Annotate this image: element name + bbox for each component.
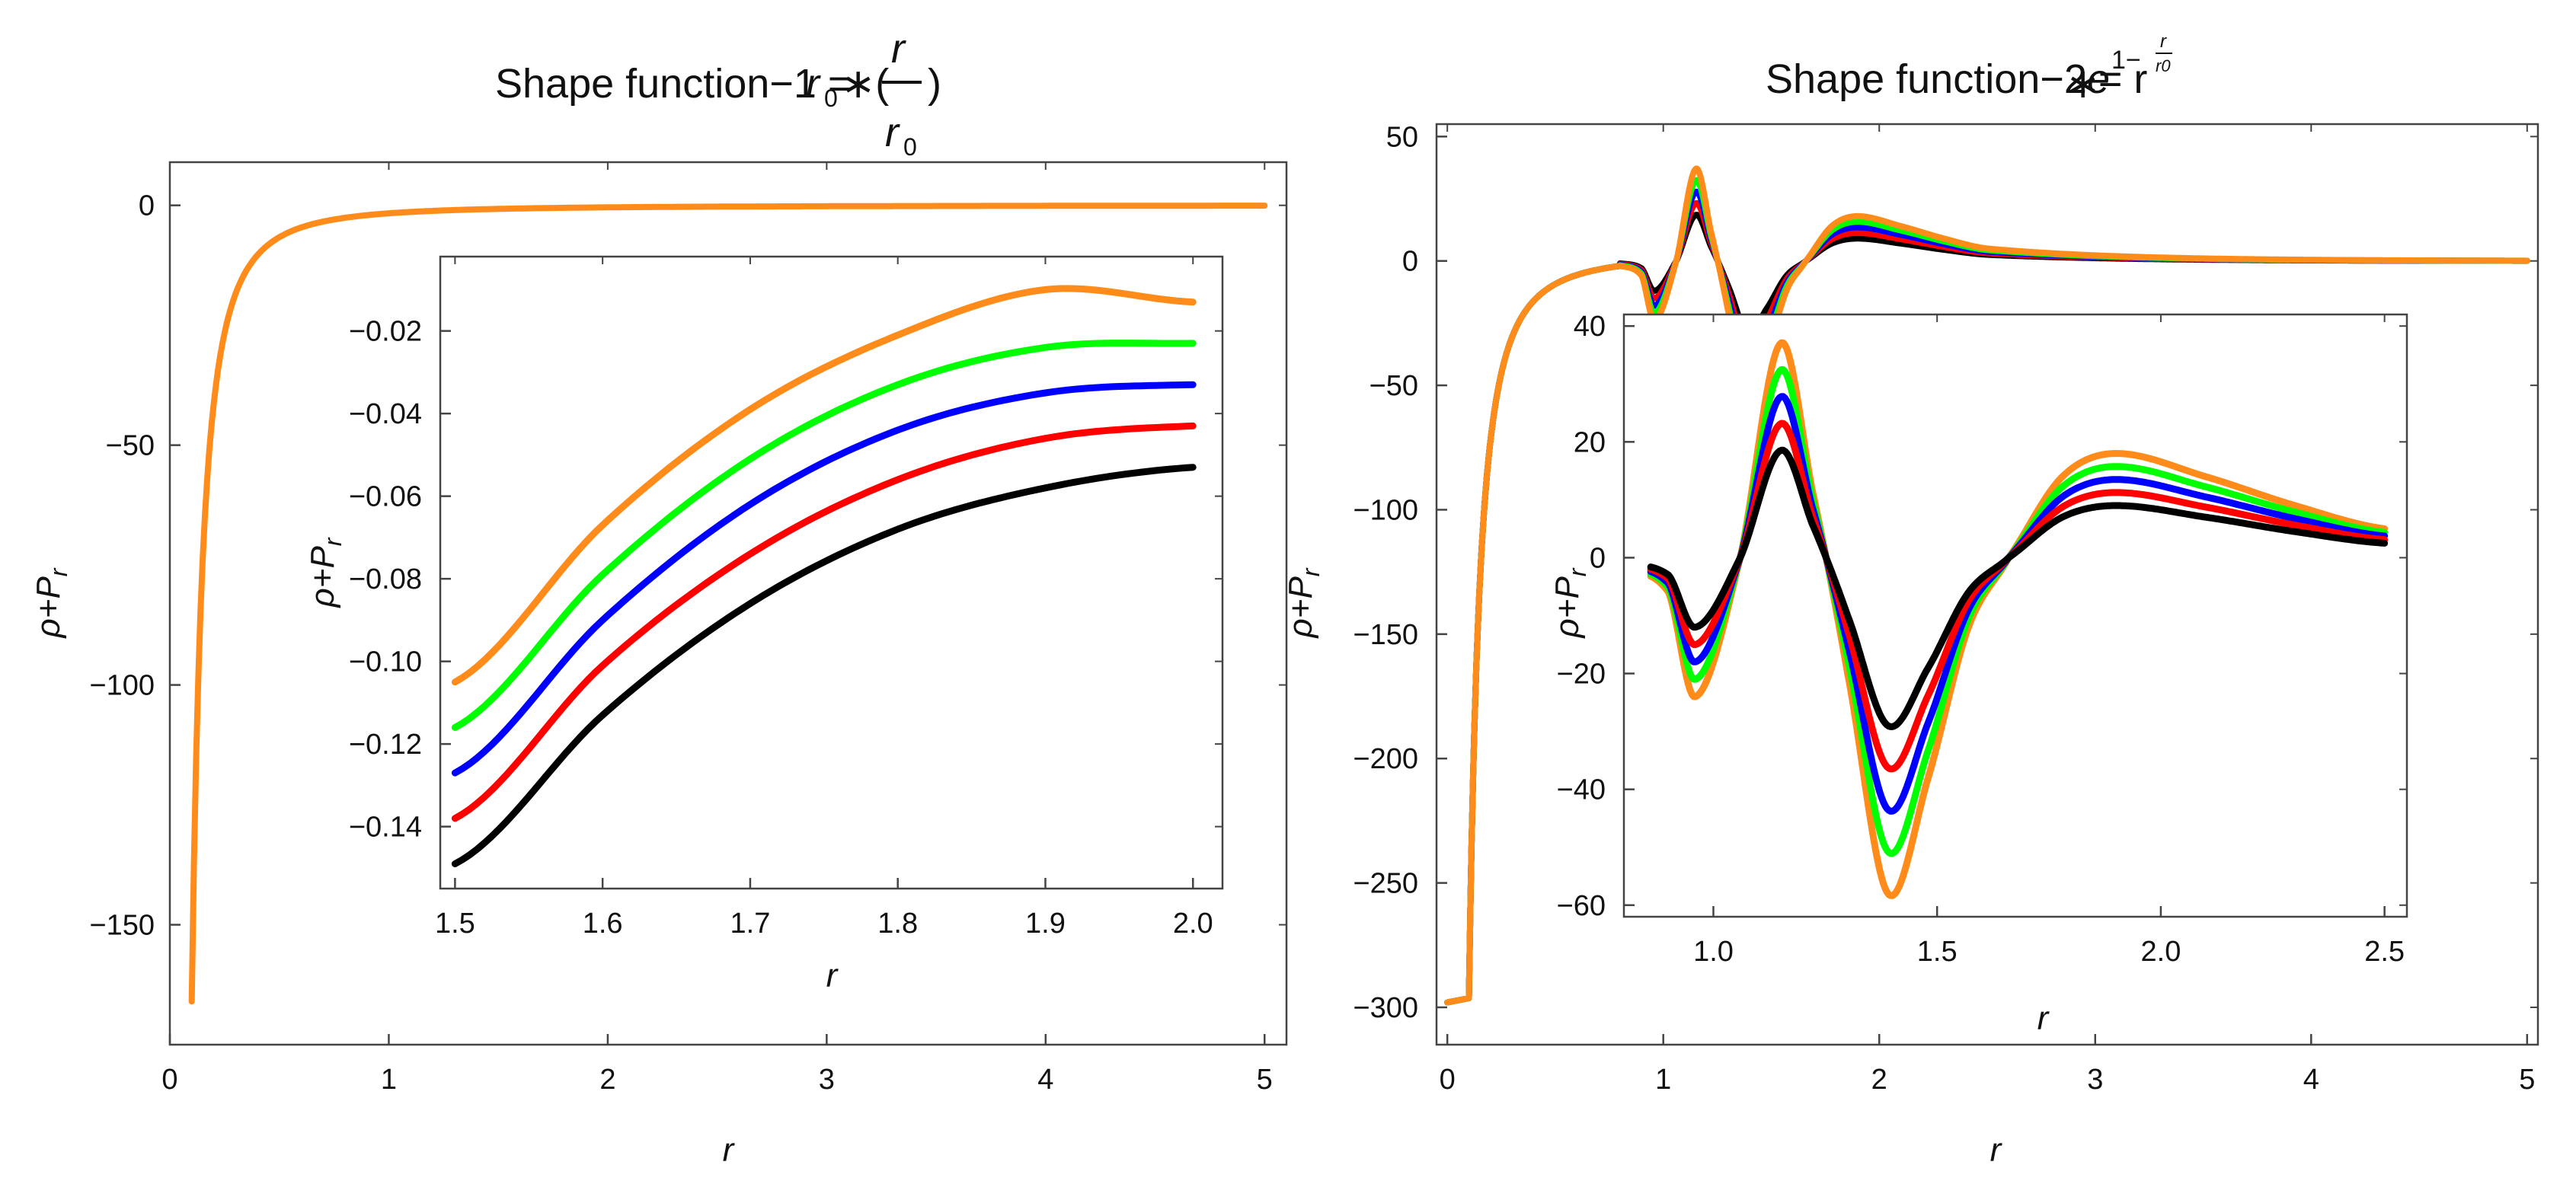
- right-title: Shape function−2 = r ∗ e 1− r r0: [1766, 31, 2172, 107]
- left-main-xtick-label: 0: [161, 1064, 177, 1096]
- left-inset-ytick-label: −0.02: [349, 316, 422, 348]
- left-inset-ytick-label: −0.06: [349, 481, 422, 513]
- left-inset-ytick-label: −0.14: [349, 812, 422, 844]
- left-inset-ylabel: ρ+Pr: [304, 537, 347, 608]
- right-inset-series-black: [1647, 446, 2389, 730]
- right-main-ytick-label: −150: [1353, 619, 1418, 651]
- left-inset-ytick-label: −0.04: [349, 398, 422, 430]
- left-main-ylabel: ρ+Pr: [30, 567, 72, 639]
- left-inset-xtick-label: 2.0: [1173, 908, 1213, 940]
- left-title: Shape function−1 = r 0 ∗( r r 0 ): [495, 26, 941, 161]
- right-inset-ytick-label: 40: [1574, 311, 1606, 343]
- right-main-ytick-label: −250: [1353, 868, 1418, 900]
- right-inset-ytick-label: −20: [1557, 659, 1606, 691]
- right-main-ytick-label: −100: [1353, 494, 1418, 526]
- right-main-ytick-label: 50: [1386, 121, 1418, 153]
- right-inset-xtick-label: 1.5: [1917, 936, 1958, 968]
- left-inset-xtick-label: 1.8: [877, 908, 918, 940]
- left-inset-xlabel: r: [826, 957, 839, 994]
- left-inset-series-blue: [451, 381, 1197, 777]
- right-inset-ytick-label: −40: [1557, 774, 1606, 806]
- right-inset-ylabel: ρ+Pr: [1548, 567, 1591, 639]
- left-inset-frame: [439, 255, 1224, 890]
- left-inset-series-red: [451, 422, 1197, 822]
- right-title-exp-num: r: [2160, 31, 2167, 52]
- left-inset-series-orange: [451, 285, 1197, 686]
- right-inset-ytick-label: 0: [1590, 542, 1606, 574]
- right-inset-ytick-label: −60: [1557, 890, 1606, 922]
- right-inset-frame: [1622, 313, 2408, 918]
- left-inset-ytick-label: −0.08: [349, 563, 422, 595]
- left-inset-xtick-label: 1.9: [1025, 908, 1066, 940]
- left-inset-ytick-label: −0.10: [349, 646, 422, 678]
- right-main-xtick-label: 2: [1871, 1064, 1887, 1096]
- right-title-e: e: [2087, 56, 2110, 102]
- left-main-ytick-label: −100: [89, 670, 155, 702]
- left-inset-plot: 1.5 1.6 1.7 1.8 1.9 2.0 −0.02 −0.04 −0.06 −0.08 −0…: [304, 255, 1224, 994]
- right-main-xtick-label: 5: [2519, 1064, 2535, 1096]
- left-main-xtick-label: 4: [1037, 1064, 1053, 1096]
- left-main-frame: [168, 161, 1288, 1046]
- right-title-prefix: Shape function−2 = r: [1766, 56, 2147, 102]
- right-inset-ytick-label: 20: [1574, 426, 1606, 458]
- left-main-xtick-label: 3: [819, 1064, 835, 1096]
- right-inset-xtick-label: 2.5: [2364, 936, 2405, 968]
- left-main-series-orange: [188, 203, 1268, 1005]
- left-title-r0: r: [806, 61, 821, 107]
- left-main-xtick-label: 2: [599, 1064, 615, 1096]
- left-title-frac-den: r: [885, 110, 900, 155]
- right-title-exp-den: r0: [2156, 56, 2171, 75]
- right-main-series-orange: [1444, 165, 2530, 1006]
- left-title-frac-den-sub: 0: [903, 133, 917, 161]
- right-inset-xtick-label: 1.0: [1693, 936, 1734, 968]
- left-inset-xtick-label: 1.6: [583, 908, 623, 940]
- right-inset-background: [1624, 314, 2407, 917]
- left-inset-series-green: [451, 340, 1197, 731]
- right-main-ytick-label: −50: [1369, 370, 1418, 402]
- left-inset-xtick-label: 1.5: [435, 908, 475, 940]
- right-main-xtick-label: 4: [2303, 1064, 2319, 1096]
- right-inset-plot: 1.0 1.5 2.0 2.5 40 20 0 −20 −40 −60 r ρ+Pr: [1548, 311, 2408, 1037]
- left-inset-xtick-label: 1.7: [730, 908, 771, 940]
- right-main-ylabel: ρ+Pr: [1282, 567, 1325, 639]
- right-main-frame: [1435, 123, 2539, 1046]
- left-title-prefix: Shape function−1 =: [495, 61, 852, 107]
- right-main-xlabel: r: [1990, 1131, 2003, 1169]
- right-main-ytick-label: 0: [1402, 246, 1418, 278]
- right-main-xtick-label: 0: [1440, 1064, 1456, 1096]
- right-title-mul: ∗: [2066, 61, 2100, 107]
- right-title-exp: 1−: [2111, 46, 2141, 75]
- left-main-xtick-label: 1: [381, 1064, 397, 1096]
- left-inset-series-black: [451, 464, 1197, 867]
- left-title-close: ): [928, 61, 941, 107]
- left-title-r0-sub: 0: [824, 85, 838, 112]
- left-main-ytick-label: −150: [89, 910, 155, 942]
- right-inset-xtick-label: 2.0: [2141, 936, 2181, 968]
- left-inset-ytick-label: −0.12: [349, 729, 422, 761]
- left-title-mul: ∗(: [841, 61, 889, 107]
- right-main-xtick-label: 3: [2087, 1064, 2103, 1096]
- right-inset-xlabel: r: [2037, 1000, 2050, 1037]
- left-title-frac-num: r: [891, 26, 906, 72]
- left-main-plot: 0 1 2 3 4 5 0 −50 −100 −150 r ρ+Pr: [30, 161, 1288, 1169]
- left-main-xlabel: r: [723, 1131, 736, 1169]
- left-main-ytick-label: −50: [106, 430, 155, 462]
- right-main-xtick-label: 1: [1655, 1064, 1671, 1096]
- left-main-ytick-label: 0: [139, 190, 155, 222]
- left-main-xtick-label: 5: [1257, 1064, 1273, 1096]
- right-main-ytick-label: −300: [1353, 992, 1418, 1024]
- right-main-ytick-label: −200: [1353, 743, 1418, 775]
